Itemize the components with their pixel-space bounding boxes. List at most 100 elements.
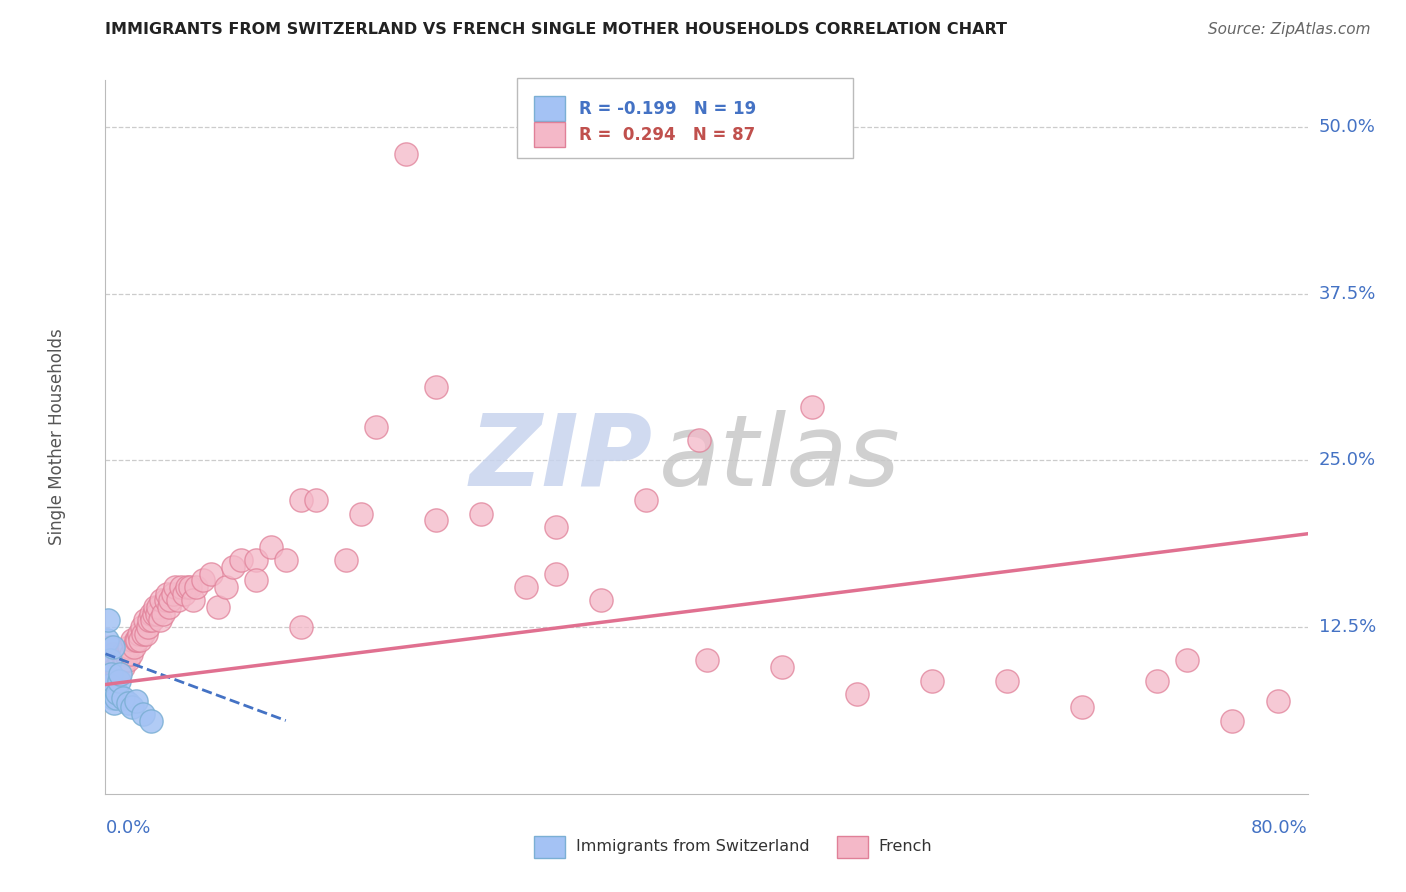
Point: [696, 653, 718, 667]
Point: [546, 566, 568, 581]
Point: [515, 580, 537, 594]
Point: [142, 607, 165, 621]
Point: [114, 653, 136, 667]
Point: [290, 493, 312, 508]
Point: [350, 507, 373, 521]
Point: [995, 673, 1018, 688]
Point: [103, 653, 125, 667]
Point: [111, 647, 134, 661]
Point: [103, 696, 125, 710]
Point: [117, 653, 139, 667]
Point: [159, 593, 181, 607]
Point: [214, 580, 236, 594]
Point: [121, 700, 143, 714]
Text: Source: ZipAtlas.com: Source: ZipAtlas.com: [1208, 22, 1371, 37]
Point: [132, 627, 155, 641]
Point: [245, 574, 267, 588]
Point: [100, 687, 122, 701]
Point: [179, 580, 201, 594]
Text: Immigrants from Switzerland: Immigrants from Switzerland: [576, 839, 810, 855]
Point: [110, 653, 132, 667]
Point: [132, 706, 155, 721]
Point: [200, 566, 222, 581]
Point: [101, 690, 124, 705]
Text: 12.5%: 12.5%: [1319, 618, 1376, 636]
Point: [108, 653, 131, 667]
Point: [260, 540, 283, 554]
Text: French: French: [879, 839, 932, 855]
Point: [1175, 653, 1198, 667]
Point: [100, 666, 122, 681]
Point: [118, 640, 141, 655]
Point: [155, 593, 177, 607]
Point: [290, 620, 312, 634]
Point: [115, 647, 138, 661]
Point: [169, 580, 191, 594]
Point: [176, 580, 198, 594]
Point: [139, 607, 162, 621]
Point: [112, 660, 135, 674]
Point: [157, 600, 180, 615]
Text: 50.0%: 50.0%: [1319, 118, 1375, 136]
Point: [181, 593, 204, 607]
Text: Single Mother Households: Single Mother Households: [48, 329, 66, 545]
Point: [335, 553, 357, 567]
Point: [104, 690, 127, 705]
Point: [120, 647, 142, 661]
Point: [800, 400, 823, 414]
Point: [112, 690, 135, 705]
Point: [139, 714, 162, 728]
Point: [128, 627, 150, 641]
Point: [98, 677, 121, 691]
Point: [425, 513, 447, 527]
Point: [845, 687, 868, 701]
Point: [134, 614, 156, 628]
Point: [96, 633, 118, 648]
Point: [146, 600, 169, 615]
Point: [101, 640, 124, 655]
Point: [150, 593, 173, 607]
Text: 25.0%: 25.0%: [1319, 451, 1376, 469]
Point: [152, 607, 174, 621]
Point: [591, 593, 613, 607]
Point: [107, 685, 129, 699]
Point: [125, 633, 148, 648]
Point: [688, 434, 710, 448]
Text: IMMIGRANTS FROM SWITZERLAND VS FRENCH SINGLE MOTHER HOUSEHOLDS CORRELATION CHART: IMMIGRANTS FROM SWITZERLAND VS FRENCH SI…: [105, 22, 1008, 37]
Point: [1146, 673, 1168, 688]
Point: [124, 633, 146, 648]
Point: [108, 673, 131, 688]
Point: [136, 620, 159, 634]
Point: [636, 493, 658, 508]
Point: [117, 696, 139, 710]
Point: [131, 620, 153, 634]
Point: [166, 593, 188, 607]
Point: [395, 146, 418, 161]
Point: [101, 647, 124, 661]
Text: 0.0%: 0.0%: [105, 819, 150, 837]
Point: [921, 673, 943, 688]
Point: [1071, 700, 1094, 714]
Point: [207, 600, 229, 615]
Point: [229, 553, 252, 567]
Point: [138, 614, 160, 628]
Text: ZIP: ZIP: [470, 410, 652, 507]
Text: atlas: atlas: [658, 410, 900, 507]
Point: [1222, 714, 1244, 728]
Point: [121, 633, 143, 648]
Point: [124, 693, 146, 707]
Point: [191, 574, 214, 588]
Point: [107, 666, 129, 681]
Point: [98, 653, 121, 667]
Point: [104, 660, 127, 674]
Point: [145, 607, 167, 621]
Text: 37.5%: 37.5%: [1319, 285, 1376, 302]
Point: [141, 614, 163, 628]
Text: 80.0%: 80.0%: [1251, 819, 1308, 837]
Point: [129, 633, 152, 648]
Text: R =  0.294   N = 87: R = 0.294 N = 87: [579, 126, 755, 144]
Point: [173, 587, 195, 601]
Point: [148, 614, 170, 628]
Point: [122, 640, 145, 655]
Point: [156, 587, 179, 601]
